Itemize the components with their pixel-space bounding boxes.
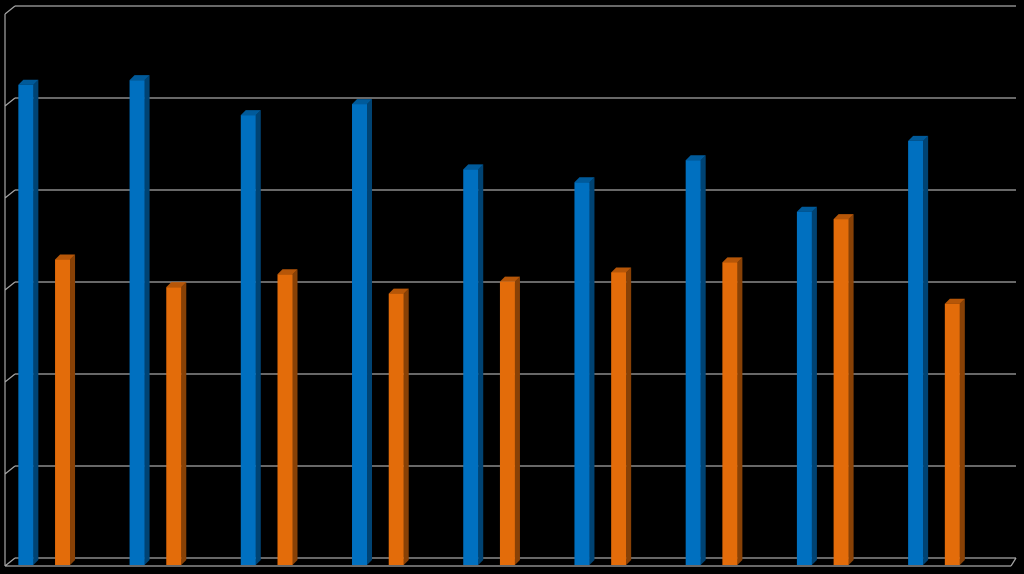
- bar-top: [55, 254, 76, 260]
- floor-side: [1010, 557, 1017, 567]
- bar-top: [277, 269, 298, 275]
- grid-line-side: [4, 373, 16, 383]
- grid-line-side: [4, 557, 16, 567]
- bar: [499, 281, 515, 565]
- bar: [166, 287, 182, 565]
- bar-side: [33, 79, 39, 565]
- bar-side: [589, 177, 595, 565]
- bar: [796, 211, 812, 565]
- bar: [908, 140, 924, 565]
- bar-side: [144, 75, 150, 565]
- grid-line-side: [4, 97, 16, 107]
- bar-side: [70, 254, 76, 565]
- bar-side: [848, 214, 854, 565]
- bar-side: [367, 99, 373, 565]
- bar-side: [626, 267, 632, 565]
- bar-side: [255, 110, 261, 566]
- bar-top: [463, 164, 484, 170]
- bar: [18, 84, 34, 565]
- bar-side: [478, 164, 484, 565]
- bar-top: [18, 79, 39, 85]
- grid-line-side: [4, 189, 16, 199]
- bar-top: [833, 214, 854, 220]
- bar-top: [722, 257, 743, 263]
- bar: [833, 219, 849, 565]
- bar-side: [403, 288, 409, 565]
- bar-side: [811, 206, 817, 565]
- bar: [240, 115, 256, 566]
- bar-side: [737, 257, 743, 565]
- bar-top: [388, 288, 409, 294]
- bar: [685, 160, 701, 565]
- bar-top: [129, 75, 150, 81]
- bar: [388, 293, 404, 565]
- bar-top: [611, 267, 632, 273]
- bar-side: [700, 155, 706, 565]
- bar: [277, 274, 293, 565]
- bar: [55, 259, 71, 565]
- bar-side: [292, 269, 298, 565]
- bar: [352, 104, 368, 565]
- grid-line-side: [4, 5, 16, 15]
- bar-top: [796, 206, 817, 212]
- bar-side: [181, 282, 187, 565]
- bar: [611, 272, 627, 565]
- bar: [722, 262, 738, 565]
- grid-line-side: [4, 465, 16, 475]
- bar-side: [959, 298, 965, 565]
- bar-top: [944, 298, 965, 304]
- grid-line-side: [4, 281, 16, 291]
- bar: [129, 80, 145, 565]
- bar: [944, 303, 960, 565]
- bar-top: [908, 135, 929, 141]
- bar: [463, 169, 479, 565]
- bar-top: [240, 110, 261, 116]
- bar-top: [685, 155, 706, 161]
- bar-top: [166, 282, 187, 288]
- bar-top: [352, 99, 373, 105]
- bar: [574, 182, 590, 565]
- bar-side: [514, 276, 520, 565]
- bar-top: [574, 177, 595, 183]
- bar-top: [499, 276, 520, 282]
- bar-side: [923, 135, 929, 565]
